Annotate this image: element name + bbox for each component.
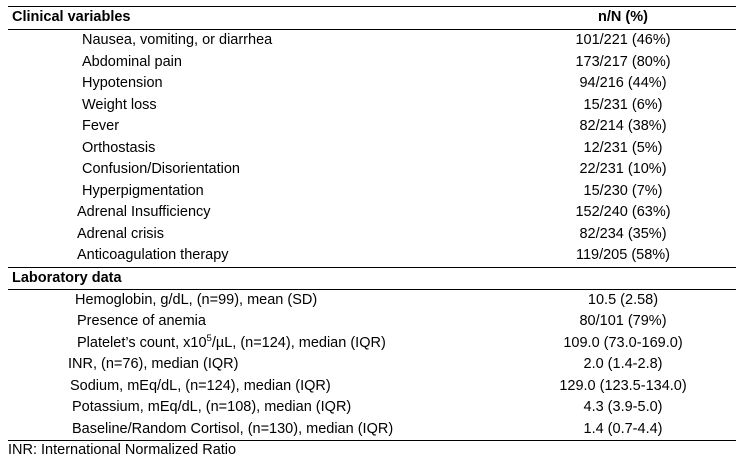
table-header-row: Clinical variables n/N (%) <box>8 7 736 29</box>
row-value: 22/231 (10%) <box>579 161 667 177</box>
table-row: INR, (n=76), median (IQR) 2.0 (1.4-2.8) <box>8 354 736 376</box>
table-footnote: INR: International Normalized Ratio <box>8 442 237 458</box>
table-row: Adrenal Insufficiency 152/240 (63%) <box>8 202 736 224</box>
row-value: 101/221 (46%) <box>575 32 671 48</box>
section-rule <box>8 267 736 268</box>
row-label: Hyperpigmentation <box>82 182 204 199</box>
row-label: Confusion/Disorientation <box>82 161 240 177</box>
table-row: Hemoglobin, g/dL, (n=99), mean (SD) 10.5… <box>8 290 736 312</box>
row-value: 109.0 (73.0-169.0) <box>563 334 683 351</box>
row-label: Orthostasis <box>82 139 156 156</box>
table-row: Nausea, vomiting, or diarrhea 101/221 (4… <box>8 30 736 52</box>
table-row: Fever 82/214 (38%) <box>8 116 736 138</box>
row-label: Hemoglobin, g/dL, (n=99), mean (SD) <box>75 291 318 308</box>
header-n-over-n: n/N (%) <box>598 9 648 25</box>
row-label: Baseline/Random Cortisol, (n=130), media… <box>72 420 394 437</box>
row-value: 94/216 (44%) <box>579 75 667 91</box>
table-row: Confusion/Disorientation 22/231 (10%) <box>8 159 736 181</box>
header-rule <box>8 29 736 30</box>
row-label: Hypotension <box>82 75 163 91</box>
lab-header-rule <box>8 289 736 290</box>
table-bottom-rule <box>8 440 736 441</box>
row-value: 152/240 (63%) <box>575 204 671 220</box>
table-row: Weight loss 15/231 (6%) <box>8 95 736 117</box>
row-label: Weight loss <box>82 96 157 113</box>
table-row: Presence of anemia 80/101 (79%) <box>8 311 736 333</box>
row-label: Sodium, mEq/dL, (n=124), median (IQR) <box>70 377 331 394</box>
row-value: 4.3 (3.9-5.0) <box>583 399 663 415</box>
row-value: 82/214 (38%) <box>579 118 667 134</box>
table-row: Adrenal crisis 82/234 (35%) <box>8 224 736 246</box>
row-value: 82/234 (35%) <box>579 225 667 242</box>
row-value: 119/205 (58%) <box>575 247 671 263</box>
row-label: Nausea, vomiting, or diarrhea <box>82 32 273 48</box>
table-row: Abdominal pain 173/217 (80%) <box>8 52 736 74</box>
table-row: Hypotension 94/216 (44%) <box>8 73 736 95</box>
table-row: Hyperpigmentation 15/230 (7%) <box>8 181 736 203</box>
row-label: INR, (n=76), median (IQR) <box>68 356 239 372</box>
row-label: Fever <box>82 118 120 134</box>
table-row: Potassium, mEq/dL, (n=108), median (IQR)… <box>8 397 736 419</box>
table-row: Anticoagulation therapy 119/205 (58%) <box>8 245 736 267</box>
row-label: Abdominal pain <box>82 53 182 70</box>
row-value: 15/230 (7%) <box>583 182 663 199</box>
row-label-suffix: /µL, (n=124), median (IQR) <box>211 334 386 351</box>
row-value: 1.4 (0.7-4.4) <box>583 420 663 437</box>
row-label-prefix: Platelet’s count, x10 <box>77 334 207 351</box>
row-value: 15/231 (6%) <box>583 96 663 113</box>
row-label: Potassium, mEq/dL, (n=108), median (IQR) <box>72 399 352 415</box>
row-value: 173/217 (80%) <box>575 53 671 70</box>
lab-section-header: Laboratory data <box>8 268 736 290</box>
row-value: 2.0 (1.4-2.8) <box>583 356 663 372</box>
row-label: Anticoagulation therapy <box>77 247 229 263</box>
row-label: Adrenal Insufficiency <box>77 204 211 220</box>
row-value: 129.0 (123.5-134.0) <box>559 377 687 394</box>
row-label-superscript: 5 <box>206 332 212 344</box>
row-value: 80/101 (79%) <box>579 313 667 329</box>
header-clinical-variables: Clinical variables <box>12 9 131 25</box>
table-row: Baseline/Random Cortisol, (n=130), media… <box>8 419 736 441</box>
lab-section-title: Laboratory data <box>12 269 122 286</box>
table-top-rule <box>8 6 736 7</box>
table-row: Platelet’s count, x105/µL, (n=124), medi… <box>8 333 736 355</box>
row-label: Presence of anemia <box>77 313 206 329</box>
row-label: Platelet’s count, x105/µL, (n=124), medi… <box>77 333 386 355</box>
row-value: 12/231 (5%) <box>583 139 663 156</box>
row-label: Adrenal crisis <box>77 225 165 242</box>
table-row: Sodium, mEq/dL, (n=124), median (IQR) 12… <box>8 376 736 398</box>
table-row: Orthostasis 12/231 (5%) <box>8 138 736 160</box>
row-value: 10.5 (2.58) <box>587 291 659 308</box>
